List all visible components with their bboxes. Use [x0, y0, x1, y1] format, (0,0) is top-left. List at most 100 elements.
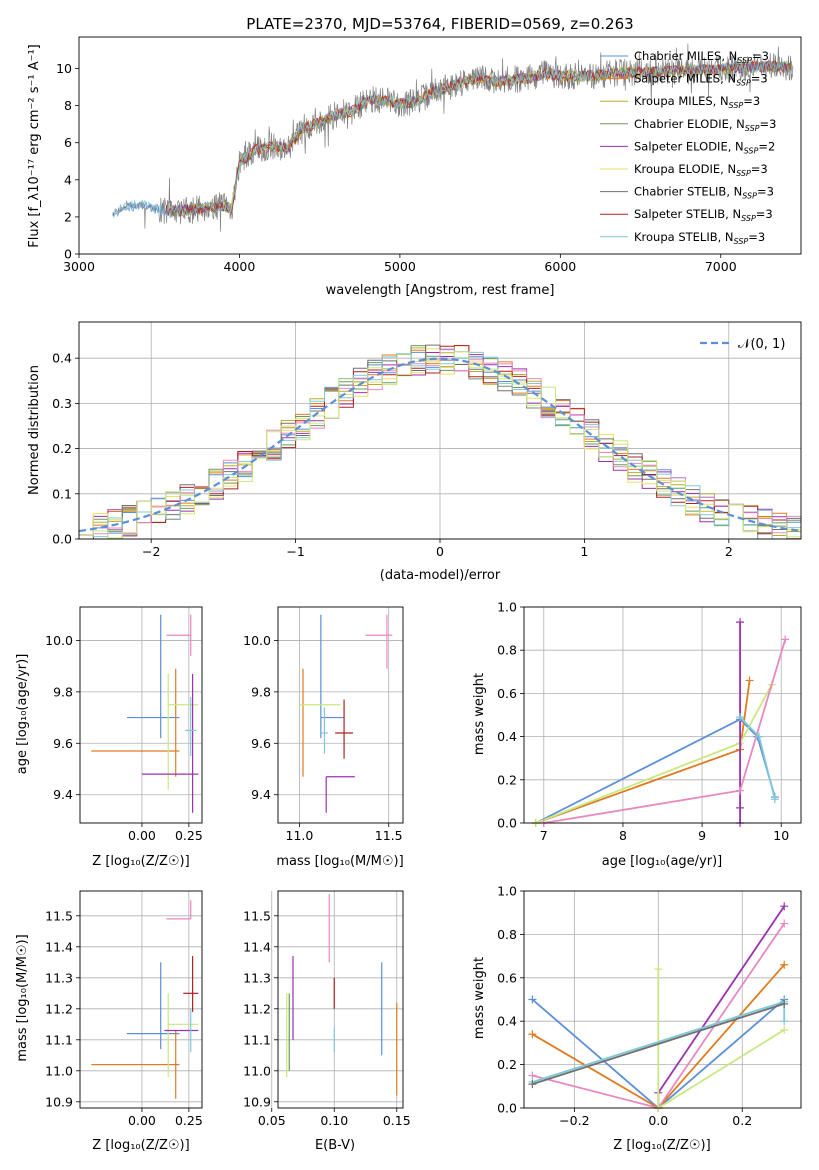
x-tick-label: 0.00 [128, 1113, 156, 1128]
plus-marker [528, 1030, 537, 1039]
axes-frame [277, 890, 404, 1109]
x-tick-label: 9 [698, 828, 706, 843]
plus-marker [745, 676, 754, 685]
legend-label: Salpeter ELODIE, NSSP=2 [634, 139, 775, 155]
y-tick-label: 11.5 [243, 908, 271, 923]
y-tick-label: 10 [56, 61, 72, 76]
y-tick-label: 0.0 [497, 1101, 517, 1116]
y-tick-label: 9.8 [251, 684, 271, 699]
model-spectrum-line [112, 60, 794, 219]
legend-label: 𝒩(0, 1) [738, 337, 785, 352]
legend-label: Chabrier ELODIE, NSSP=3 [634, 117, 776, 133]
x-tick-label: 0.10 [320, 1113, 348, 1128]
age-vs-metallicity-panel: 0.00 0.25 9.4 9.6 9.8 10.0 Z [log₁₀(Z/Z☉)] ag… [15, 606, 203, 869]
x-tick-label: 0.25 [175, 828, 203, 843]
plus-marker [780, 999, 789, 1008]
residuals-xlabel: (data-model)/error [380, 568, 501, 583]
y-tick-label: 11.4 [243, 939, 271, 954]
age-vs-Z-ylabel: age [log₁₀(age/yr)] [15, 654, 30, 775]
y-tick-label: 8 [64, 98, 72, 113]
x-tick-label: 5000 [384, 259, 416, 274]
legend-label: Salpeter MILES, NSSP=3 [634, 72, 768, 88]
x-tick-label: −1 [286, 544, 304, 559]
y-tick-label: 9.8 [53, 684, 73, 699]
y-tick-label: 11.1 [243, 1032, 271, 1047]
spectrum-xlabel: wavelength [Angstrom, rest frame] [326, 283, 555, 298]
y-tick-label: 0.6 [497, 686, 517, 701]
legend-label: Salpeter STELIB, NSSP=3 [634, 207, 773, 223]
x-tick-label: 0.00 [128, 828, 156, 843]
y-tick-label: 10.0 [45, 633, 73, 648]
y-tick-label: 0.1 [52, 486, 72, 501]
y-tick-label: 0.6 [497, 970, 517, 985]
plus-marker [781, 635, 790, 644]
mass-vs-ebv-xlabel: E(B-V) [315, 1138, 355, 1153]
plus-marker [736, 713, 745, 722]
age-vs-Z-xlabel: Z [log₁₀(Z/Z☉)] [92, 854, 189, 869]
x-tick-label: 1 [580, 544, 588, 559]
weight-vs-metallicity-panel: −0.2 0.0 0.2 0.0 0.2 0.4 0.6 0.8 1.0 Z [log₁₀(Z/… [472, 884, 802, 1153]
x-tick-label: 0.05 [258, 1113, 286, 1128]
plus-marker [736, 786, 745, 795]
legend-label: Kroupa MILES, NSSP=3 [634, 94, 760, 110]
x-tick-label: 0.0 [648, 1113, 668, 1128]
residuals-panel: −2 −1 0 1 2 0.0 0.1 0.2 0.3 0.4 𝒩(0, 1) (data-mode… [27, 321, 802, 583]
y-tick-label: 6 [64, 135, 72, 150]
x-tick-label: 3000 [63, 259, 95, 274]
y-tick-label: 11.0 [45, 1063, 73, 1078]
y-tick-label: 10.9 [243, 1094, 271, 1109]
spectrum-title: PLATE=2370, MJD=53764, FIBERID=0569, z=0… [246, 15, 633, 33]
y-tick-label: 0.4 [497, 1014, 517, 1029]
weight-vs-Z-xlabel: Z [log₁₀(Z/Z☉)] [613, 1138, 710, 1153]
y-tick-label: 11.0 [243, 1063, 271, 1078]
y-tick-label: 0.4 [52, 351, 72, 366]
y-tick-label: 11.1 [45, 1032, 73, 1047]
plus-marker [736, 803, 745, 812]
y-tick-label: 2 [64, 209, 72, 224]
plus-marker [770, 795, 779, 804]
x-tick-label: 10 [773, 828, 789, 843]
plus-marker [780, 1025, 789, 1034]
x-tick-label: 0.25 [175, 1113, 203, 1128]
plus-marker [528, 995, 537, 1004]
y-tick-label: 9.4 [53, 787, 73, 802]
model-spectrum-line [165, 60, 793, 217]
plus-marker [780, 960, 789, 969]
y-tick-label: 0.0 [52, 532, 72, 547]
plus-marker [780, 902, 789, 911]
y-tick-label: 11.3 [243, 970, 271, 985]
y-tick-label: 11.4 [45, 939, 73, 954]
observed-spectrum [112, 43, 794, 232]
residual-histogram [79, 349, 801, 536]
y-tick-label: 4 [64, 172, 72, 187]
y-tick-label: 11.2 [243, 1001, 271, 1016]
legend-label: Chabrier STELIB, NSSP=3 [634, 185, 774, 201]
plus-marker [780, 1017, 789, 1026]
mass-vs-Z-xlabel: Z [log₁₀(Z/Z☉)] [92, 1138, 189, 1153]
plus-marker [780, 919, 789, 928]
y-tick-label: 0.8 [497, 643, 517, 658]
x-tick-label: 4000 [224, 259, 256, 274]
axes-frame [277, 606, 404, 824]
x-tick-label: 0 [436, 544, 444, 559]
y-tick-label: 9.6 [251, 736, 271, 751]
plus-marker [528, 1080, 537, 1089]
x-tick-label: 6000 [544, 259, 576, 274]
axes-frame [78, 321, 802, 540]
axes-frame [79, 606, 203, 824]
residuals-ylabel: Normed distribution [27, 365, 42, 495]
weight-vs-Z-ylabel: mass weight [472, 957, 487, 1039]
axes-frame [78, 36, 802, 255]
x-tick-label: 0.2 [732, 1113, 752, 1128]
axes-frame [79, 890, 203, 1109]
x-tick-label: 11.0 [286, 828, 314, 843]
y-tick-label: 10.9 [45, 1094, 73, 1109]
age-vs-mass-panel: 11.0 11.5 9.4 9.6 9.8 10.0 mass [log₁₀(M/M☉)] [243, 606, 404, 869]
y-tick-label: 0.0 [497, 816, 517, 831]
model-spectrum-line [165, 60, 793, 218]
y-tick-label: 9.4 [251, 787, 271, 802]
legend-label: Kroupa STELIB, NSSP=3 [634, 230, 765, 246]
mass-vs-metallicity-panel: 0.00 0.25 10.9 11.0 11.1 11.2 11.3 11.4 11.5 Z [… [15, 890, 203, 1153]
mass-vs-ebv-panel: 0.05 0.10 0.15 10.9 11.0 11.1 11.2 11.3 11.4 11.5… [243, 890, 411, 1153]
